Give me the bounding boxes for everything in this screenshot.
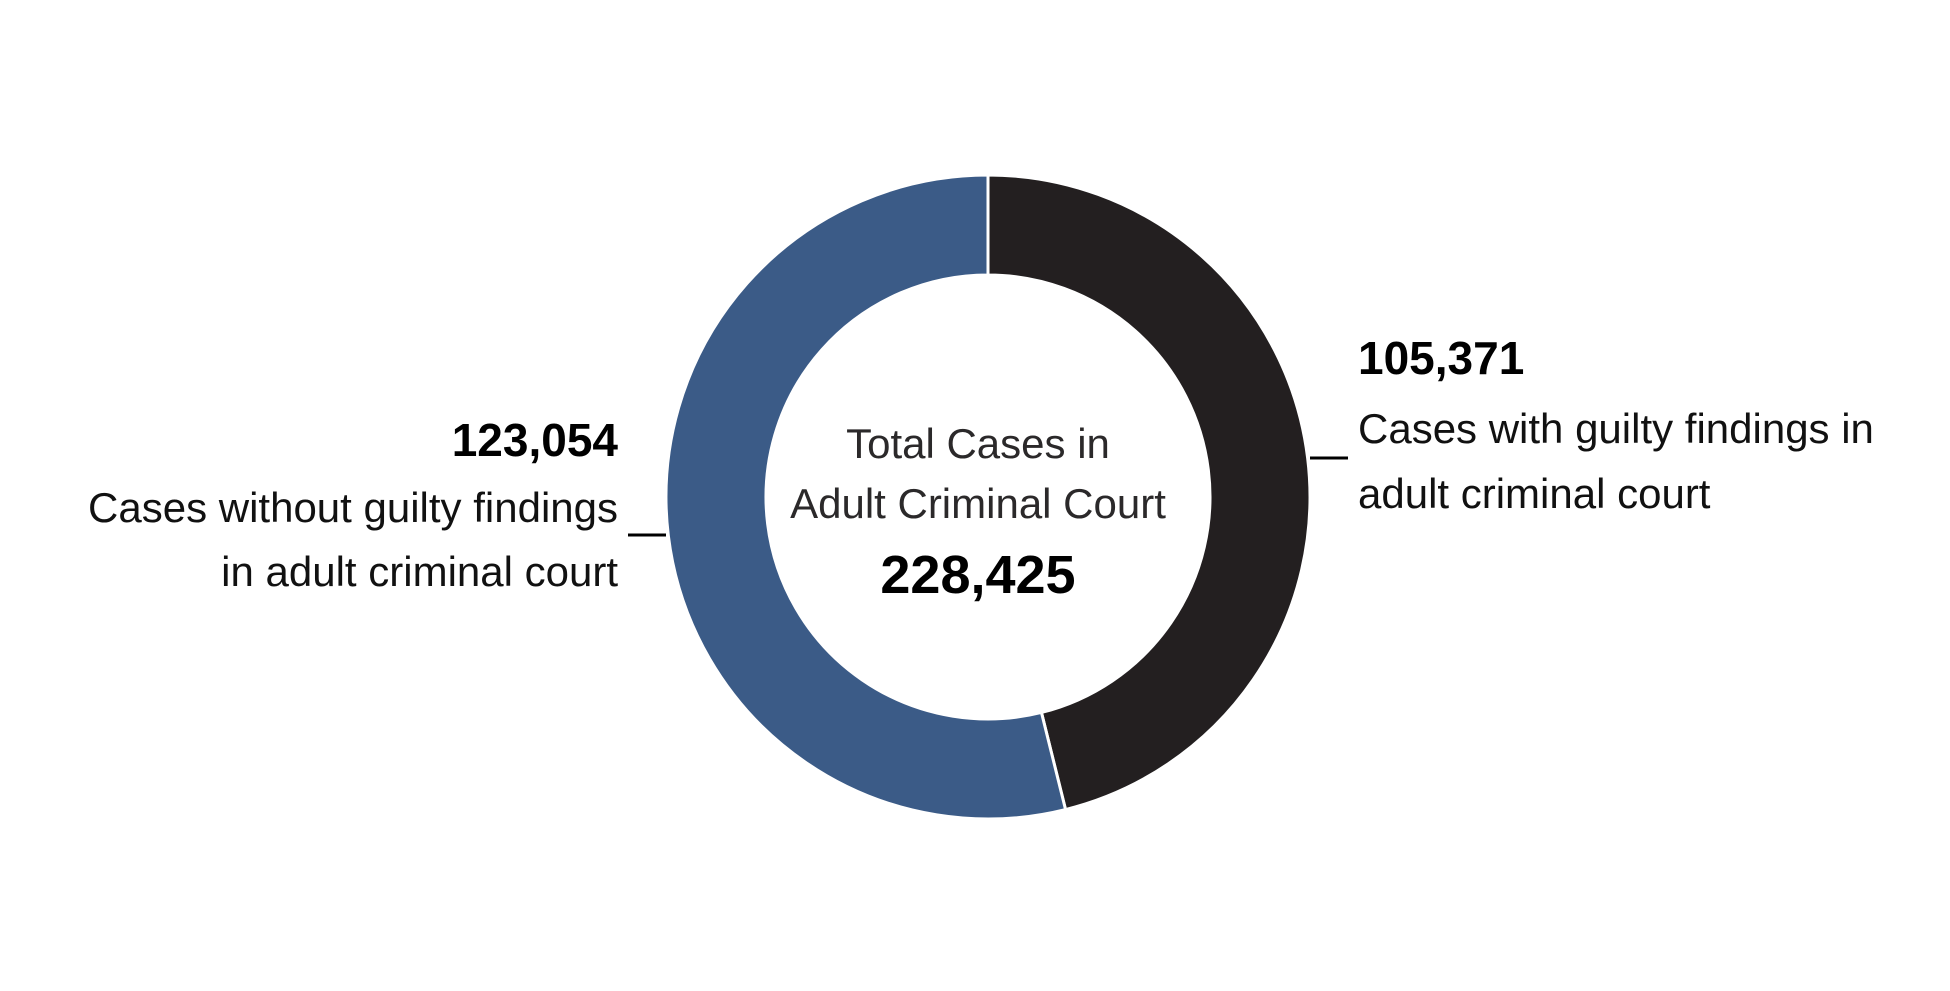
slice-label-not-guilty-line-2: in adult criminal court [221, 548, 618, 595]
slice-label-guilty-line-2: adult criminal court [1358, 470, 1711, 517]
slice-value-guilty: 105,371 [1358, 332, 1524, 384]
slice-label-not-guilty-line-1: Cases without guilty findings [88, 484, 618, 531]
center-title-line-2: Adult Criminal Court [790, 480, 1166, 527]
slice-not-guilty [664, 173, 1068, 821]
center-total-value: 228,425 [880, 545, 1075, 605]
slices-layer [664, 173, 1312, 821]
center-title-line-1: Total Cases in [846, 420, 1110, 467]
slice-value-not-guilty: 123,054 [452, 414, 619, 466]
leader-lines [628, 456, 1348, 537]
slice-guilty [986, 173, 1312, 812]
slice-label-guilty-line-1: Cases with guilty findings in [1358, 405, 1874, 452]
